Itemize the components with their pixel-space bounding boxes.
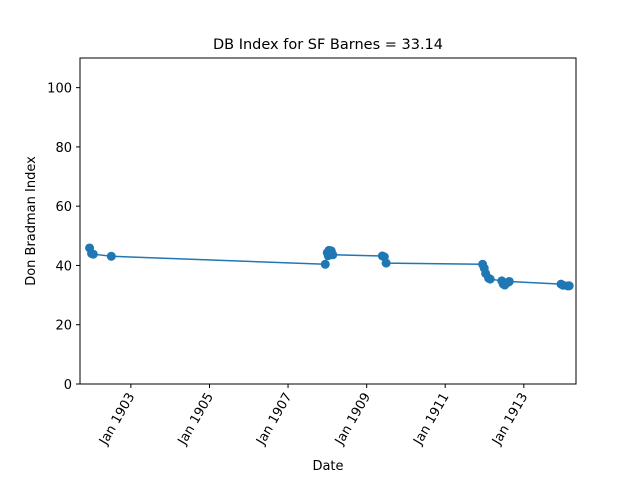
y-tick-label: 0 xyxy=(64,378,72,393)
data-point xyxy=(564,281,574,291)
x-axis-label: Date xyxy=(312,459,343,474)
chart-title: DB Index for SF Barnes = 33.14 xyxy=(213,37,443,53)
data-point xyxy=(504,276,514,286)
y-axis: 0 20 40 60 80 100 xyxy=(47,82,80,393)
data-point xyxy=(106,251,116,261)
y-tick-label: 20 xyxy=(55,319,72,334)
y-axis-label: Don Bradman Index xyxy=(24,156,39,286)
data-point xyxy=(88,249,98,259)
y-tick-label: 100 xyxy=(47,82,72,97)
axes-frame xyxy=(79,57,577,385)
y-tick-label: 60 xyxy=(55,200,72,215)
data-point xyxy=(381,258,391,268)
y-tick-label: 80 xyxy=(55,141,72,156)
data-point xyxy=(485,274,495,284)
plot-area xyxy=(85,243,574,291)
data-point xyxy=(320,259,330,269)
data-point xyxy=(328,250,338,260)
y-tick-label: 40 xyxy=(55,259,72,274)
